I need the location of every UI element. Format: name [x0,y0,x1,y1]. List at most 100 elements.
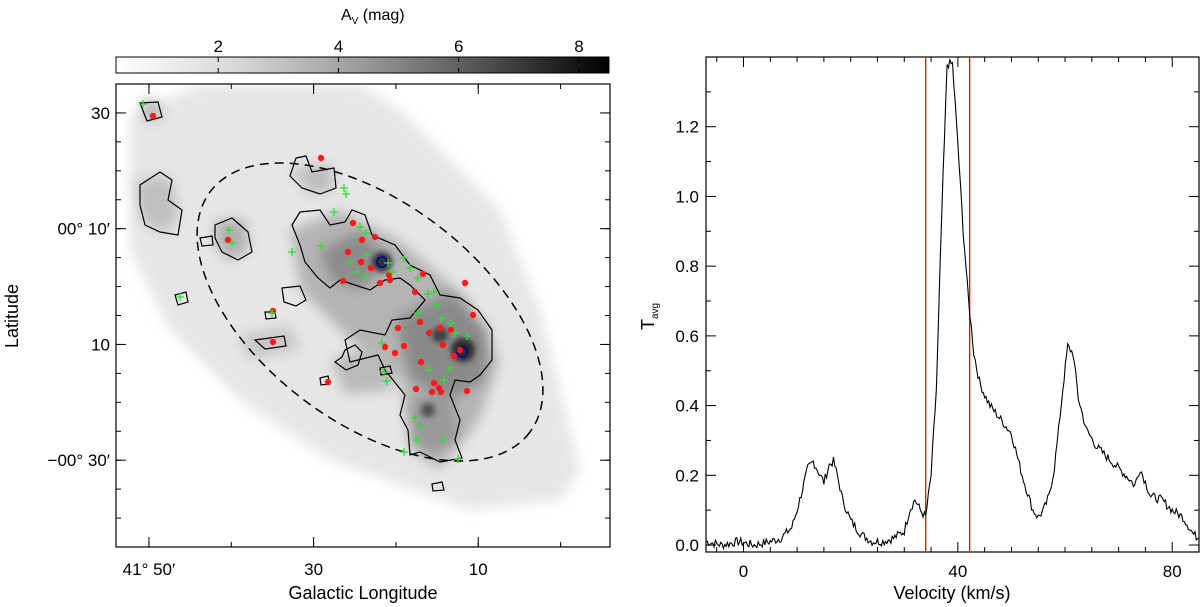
extinction-contours [139,101,493,492]
source-cross [380,368,388,376]
map-y-tick-label: 30 [91,104,110,123]
source-cross [430,288,438,296]
source-cross [416,422,424,430]
clump-dot [224,236,232,244]
source-cross [414,274,422,282]
source-cross [384,259,392,267]
map-x-tick-label: 30 [304,560,323,579]
clump-dot [416,318,424,326]
source-cross [268,309,276,317]
source-cross [356,223,364,231]
spectrum-frame [705,56,1200,553]
source-cross [463,332,471,340]
extinction-map: 41° 50′ 30 10 30 00° 10′ 10 −00° 30′ Galactic … [2,83,611,603]
spectrum-y-tick-label: 0.2 [675,466,699,485]
colorbar: AV (mag) 2 4 6 8 [115,7,610,74]
source-cross [414,309,422,317]
map-y-axis-label: Latitude [2,284,22,348]
source-cross [361,273,369,281]
source-cross [362,229,370,237]
clump-dot [447,326,455,334]
spectrum-y-tick-label: 0.0 [675,536,699,555]
map-y-tick-label: 10 [91,335,110,354]
source-cross [424,290,432,298]
clump-dot [358,236,366,244]
source-cross [388,268,396,276]
source-cross [363,251,371,259]
source-cross [317,242,325,250]
colorbar-tick-label: 6 [454,37,463,56]
clump-dot [417,358,425,366]
clump-dot [400,342,408,350]
clump-dot [425,329,433,337]
clump-dot [437,388,445,396]
source-cross [406,264,414,272]
clump-dot [381,343,389,351]
source-cross [411,414,419,422]
source-cross [139,100,147,108]
clump-dot [386,276,394,284]
clump-dot [317,154,325,162]
clump-dot [376,279,384,287]
map-x-axis-label: Galactic Longitude [288,583,437,603]
spectrum-x-tick-label: 40 [948,562,967,581]
source-cross [340,184,348,192]
source-cross [342,190,350,198]
map-x-tick-label: 41° 50′ [123,560,176,579]
spectrum-x-tick-label: 0 [739,562,748,581]
clump-dot [149,112,157,120]
clump-dot [357,258,365,266]
clump-dot [324,378,332,386]
source-cross [378,339,386,347]
high-extinction-contour [376,256,468,358]
clump-dot [450,352,458,360]
spectrum-y-tick-label: 1.2 [675,118,699,137]
clump-dot [439,341,447,349]
clump-dot [412,385,420,393]
colorbar-label: AV (mag) [341,7,405,27]
clump-dot [371,233,379,241]
clump-dot [469,311,477,319]
clump-dot [367,264,375,272]
source-cross [353,268,361,276]
source-cross [176,293,184,301]
clump-dot [461,279,469,287]
source-cross [288,248,296,256]
clump-dot [456,346,464,354]
source-cross [454,455,462,463]
clump-dot [430,379,438,387]
source-cross [425,366,433,374]
clump-dot [339,277,347,285]
spectrum-y-tick-label: 1.0 [675,187,699,206]
spectrum-line [705,57,1200,551]
source-cross [433,301,441,309]
map-x-tick-label: 10 [469,560,488,579]
source-cross [400,448,408,456]
colorbar-gradient [115,56,610,74]
spectrum-plot: 0 40 80 0.0 0.2 0.4 0.6 0.8 1.0 1.2 Velocity (km/… [638,56,1200,603]
source-cross [447,319,455,327]
clump-dot [436,324,444,332]
spectrum-y-tick-label: 0.6 [675,327,699,346]
colorbar-tick-label: 2 [213,37,222,56]
source-cross [346,258,354,266]
source-cross [400,254,408,262]
clump-dot [349,219,357,227]
colorbar-tick-label: 4 [334,37,343,56]
colorbar-tick-label: 8 [574,37,583,56]
clump-dot [344,248,352,256]
clump-dot [269,338,277,346]
source-cross [446,364,454,372]
map-y-tick-label: 00° 10′ [57,220,110,239]
clump-markers [149,112,477,396]
spectrum-y-axis-label: Tavg [638,303,661,330]
extinction-field [130,85,580,510]
source-cross [413,436,421,444]
source-cross [330,208,338,216]
source-cross [451,329,459,337]
clump-dot [391,349,399,357]
clump-dot [394,324,402,332]
source-cross [383,377,391,385]
spectrum-x-axis-label: Velocity (km/s) [893,583,1010,603]
